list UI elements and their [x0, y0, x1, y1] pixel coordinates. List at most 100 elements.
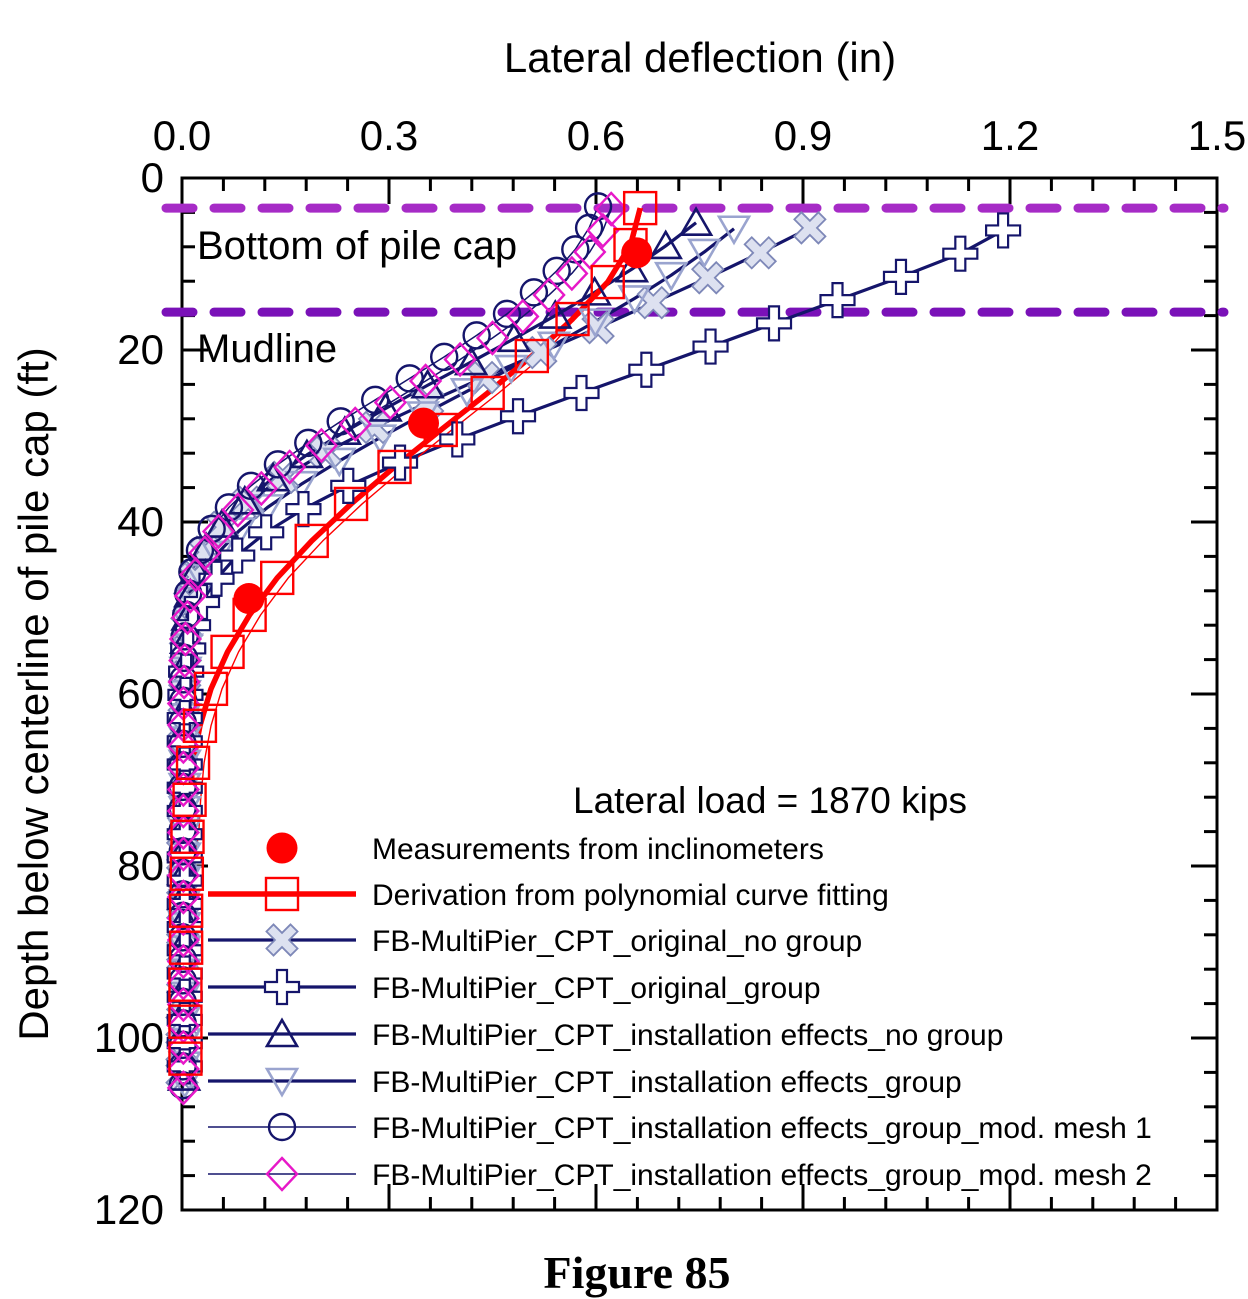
figure-caption: Figure 85: [544, 1247, 731, 1298]
dot-marker: [621, 237, 653, 269]
plus-marker: [219, 537, 256, 574]
circle-marker: [462, 321, 491, 350]
diamond-marker: [166, 943, 201, 980]
x-tick-label: 1.5: [1188, 112, 1246, 159]
plus-marker: [755, 305, 793, 342]
y-tick-label: 120: [94, 1186, 164, 1233]
x-marker: [743, 235, 778, 270]
circle-marker: [236, 471, 266, 501]
square-marker: [168, 967, 203, 1002]
y-tick-label: 60: [117, 670, 164, 717]
legend-title: Lateral load = 1870 kips: [573, 780, 967, 821]
circle-marker: [178, 557, 207, 587]
diamond-marker: [166, 986, 201, 1023]
diamond-marker: [166, 922, 201, 958]
square-marker: [260, 560, 295, 596]
square-marker: [470, 375, 505, 411]
triangle-up-marker: [453, 345, 489, 376]
square-marker: [169, 856, 205, 891]
triangle-up-marker: [227, 484, 263, 515]
x-marker: [265, 923, 299, 957]
triangle-up-marker: [368, 391, 403, 422]
x-tick-label: 1.2: [981, 112, 1039, 159]
plus-marker: [263, 968, 301, 1006]
circle-marker: [430, 342, 459, 372]
y-tick-label: 100: [94, 1014, 164, 1061]
diamond-marker: [166, 879, 201, 915]
square-marker: [622, 190, 658, 226]
diamond-marker: [173, 578, 207, 614]
triangle-down-marker: [449, 377, 485, 408]
plus-marker: [628, 351, 665, 388]
tick-labels: 0.0 0.3 0.6 0.9 1.2 1.5 0 20 40 60 80 100 120: [94, 112, 1246, 1233]
dot-marker: [233, 583, 265, 615]
x-tick-label: 0.3: [360, 112, 418, 159]
triangle-up-marker: [264, 1017, 300, 1048]
diamond-marker: [506, 298, 540, 335]
circle-marker: [492, 299, 522, 329]
square-marker: [555, 301, 590, 337]
legend-label-original-no-group: FB-MultiPier_CPT_original_no group: [372, 925, 862, 958]
circle-marker: [294, 428, 323, 458]
triangle-down-marker: [617, 285, 652, 316]
x-marker: [690, 260, 725, 295]
data-series: [165, 190, 1022, 1106]
diamond-marker: [166, 1070, 201, 1106]
x-tick-label: 0.6: [567, 112, 625, 159]
diamond-marker: [166, 857, 201, 894]
square-marker: [264, 876, 300, 912]
square-marker: [514, 338, 550, 374]
diamond-marker: [168, 642, 202, 679]
circle-marker: [214, 493, 244, 522]
square-marker: [294, 523, 329, 559]
dot-marker: [266, 832, 298, 864]
square-marker: [210, 634, 245, 670]
legend-label-installation-mesh2: FB-MultiPier_CPT_installation effects_gr…: [372, 1159, 1152, 1192]
diamond-marker: [166, 836, 201, 872]
diamond-marker: [168, 621, 203, 657]
diamond-marker: [221, 492, 255, 528]
plus-marker: [942, 235, 979, 272]
y-tick-label: 0: [141, 154, 164, 201]
triangle-down-marker: [687, 238, 722, 269]
axes: [180, 176, 1219, 1212]
diamond-marker: [586, 212, 620, 249]
triangle-down-marker: [264, 1067, 300, 1098]
dot-marker: [408, 407, 439, 439]
x-tick-label: 0.9: [774, 112, 832, 159]
square-marker: [193, 671, 229, 707]
triangle-down-marker: [250, 494, 285, 524]
diamond-marker: [166, 900, 201, 937]
triangle-down-marker: [653, 261, 689, 292]
plus-marker: [198, 560, 235, 597]
diamond-marker: [166, 814, 201, 851]
triangle-up-marker: [327, 415, 363, 446]
square-marker: [168, 930, 204, 965]
diamond-marker: [272, 449, 307, 485]
square-marker: [175, 745, 211, 780]
legend-label-inclinometers: Measurements from inclinometers: [372, 833, 824, 866]
legend-label-polynomial-fit: Derivation from polynomial curve fitting: [372, 879, 889, 912]
y-tick-label: 40: [117, 498, 164, 545]
diamond-marker: [201, 513, 236, 550]
legend-label-original-group: FB-MultiPier_CPT_original_group: [372, 972, 821, 1005]
diamond-marker: [555, 255, 589, 292]
plus-marker: [984, 212, 1022, 249]
square-marker: [182, 708, 218, 744]
y-tick-label: 80: [117, 842, 164, 889]
circle-marker: [263, 450, 293, 479]
diamond-marker: [265, 1156, 299, 1192]
triangle-down-marker: [716, 215, 752, 246]
y-axis-title: Depth below centerline of pile cap (ft): [10, 347, 57, 1040]
triangle-down-marker: [493, 354, 529, 385]
circle-marker: [267, 1112, 297, 1142]
x-axis-title: Lateral deflection (in): [504, 34, 896, 81]
legend-label-installation-no-group: FB-MultiPier_CPT_installation effects_no…: [372, 1019, 1003, 1052]
square-marker: [170, 819, 205, 854]
square-marker: [377, 449, 412, 485]
plus-marker: [330, 467, 367, 504]
plus-marker: [248, 514, 285, 551]
triangle-down-marker: [222, 517, 257, 548]
